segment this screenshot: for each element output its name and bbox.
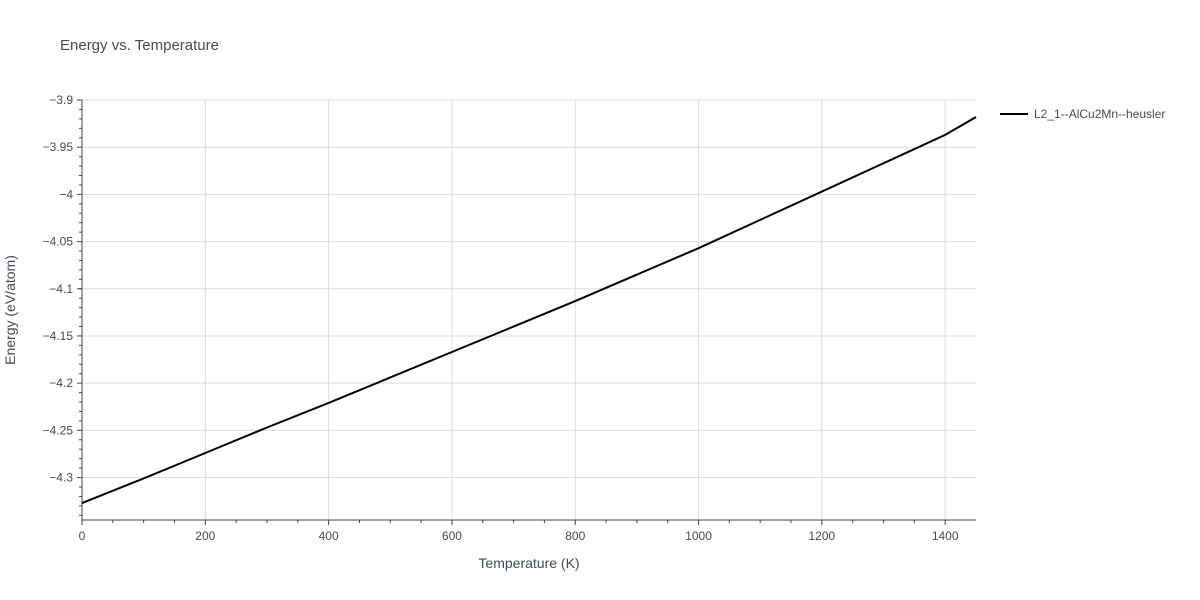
legend[interactable]: L2_1--AlCu2Mn--heusler [1000,107,1165,121]
grid-lines [82,99,976,520]
x-axis-title: Temperature (K) [478,555,579,571]
y-tick-label: −4.25 [43,423,74,437]
x-axis-ticks: 0 200 400 600 800 1000 1200 1400 [79,520,959,543]
x-tick-label: 0 [79,529,86,543]
series-line [81,116,977,504]
y-tick-label: −3.95 [43,140,74,154]
x-tick-label: 1000 [685,529,712,543]
plot-area [81,116,977,504]
y-tick-label: −4.2 [49,376,73,390]
legend-entry-label: L2_1--AlCu2Mn--heusler [1034,107,1165,121]
x-tick-label: 1200 [809,529,836,543]
y-axis-ticks: −3.9 −3.95 −4 −4.05 −4.1 −4.15 −4.2 −4.25 −4.3 [43,93,82,516]
chart-title: Energy vs. Temperature [60,37,219,54]
y-tick-label: −4.15 [43,329,74,343]
x-tick-label: 600 [442,529,462,543]
y-tick-label: −4.05 [43,235,74,249]
x-tick-label: 1400 [932,529,959,543]
x-tick-label: 800 [565,529,585,543]
y-tick-label: −4.1 [49,282,73,296]
x-tick-label: 200 [195,529,215,543]
y-axis-title: Energy (eV/atom) [2,255,18,365]
x-tick-label: 400 [319,529,339,543]
y-tick-label: −4.3 [49,471,73,485]
axes [81,100,976,521]
y-tick-label: −3.9 [49,93,73,107]
y-tick-label: −4 [59,187,73,201]
